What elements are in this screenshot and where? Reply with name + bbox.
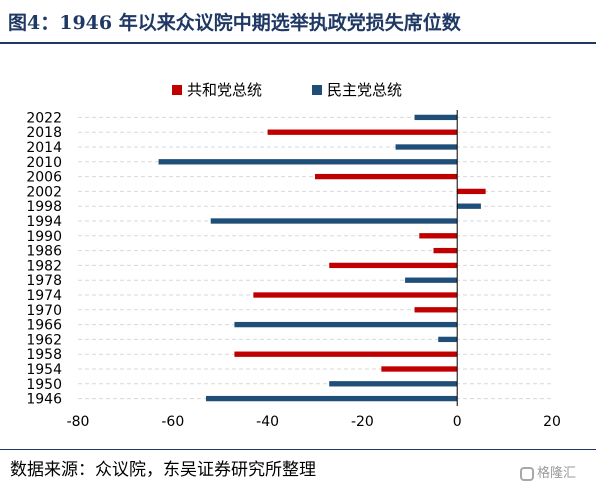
source-divider — [0, 449, 596, 450]
bar-2014 — [395, 144, 458, 150]
source-note: 数据来源：众议院，东吴证券研究所整理 — [10, 460, 316, 480]
figure-title: 图4：1946 年以来众议院中期选举执政党损失席位数 — [8, 12, 461, 34]
x-tick-label: -60 — [161, 414, 184, 430]
y-tick-label: 1986 — [26, 244, 62, 260]
watermark-text: 格隆汇 — [537, 466, 577, 481]
legend-label: 民主党总统 — [327, 81, 402, 99]
y-tick-label: 1954 — [26, 362, 62, 378]
y-axis: 2022201820142010200620021998199419901986… — [26, 110, 458, 408]
bar-2002 — [457, 188, 486, 195]
y-tick-label: 2014 — [26, 140, 62, 156]
y-tick-label: 1962 — [26, 332, 62, 348]
chart-bars — [158, 114, 486, 402]
bar-1990 — [419, 233, 458, 239]
bar-1962 — [438, 336, 458, 343]
bar-1982 — [329, 262, 458, 269]
bar-1970 — [414, 307, 458, 313]
bar-1958 — [234, 351, 458, 357]
y-tick-label: 1982 — [26, 258, 62, 274]
watermark: 格隆汇 — [520, 462, 592, 484]
bar-1978 — [405, 277, 458, 283]
y-tick-label: 1958 — [26, 347, 62, 363]
bar-2018 — [267, 129, 458, 135]
bar-chart: 共和党总统 民主党总统 20222018201420102006200219981… — [26, 81, 561, 430]
x-axis: -80 -60 -40 -20 0 20 — [67, 414, 561, 430]
y-tick-label: 1946 — [26, 392, 62, 408]
bar-1966 — [234, 321, 458, 328]
x-tick-label: 20 — [543, 414, 561, 430]
chart-grid — [78, 116, 552, 400]
bar-2022 — [414, 114, 458, 121]
x-tick-label: -20 — [351, 414, 374, 430]
bar-1986 — [433, 247, 458, 254]
y-tick-label: 1998 — [26, 199, 62, 215]
y-tick-label: 1990 — [26, 229, 62, 245]
bar-2006 — [315, 173, 458, 180]
y-tick-label: 2006 — [26, 170, 62, 186]
y-tick-label: 2010 — [26, 155, 62, 171]
bar-1946 — [205, 395, 458, 402]
bar-1954 — [381, 366, 458, 372]
y-tick-label: 1966 — [26, 318, 62, 334]
legend-label: 共和党总统 — [187, 81, 262, 99]
bar-1950 — [329, 381, 458, 387]
y-tick-label: 1994 — [26, 214, 62, 230]
legend-swatch — [312, 85, 322, 95]
y-tick-label: 2022 — [26, 110, 62, 126]
legend-swatch — [172, 85, 182, 95]
chart-legend: 共和党总统 民主党总统 — [172, 81, 402, 99]
y-tick-label: 1978 — [26, 273, 62, 289]
bar-2010 — [158, 159, 458, 165]
bar-1998 — [457, 203, 481, 209]
bar-1994 — [210, 218, 458, 224]
y-tick-label: 1970 — [26, 303, 62, 319]
x-tick-label: 0 — [453, 414, 462, 430]
y-tick-label: 1950 — [26, 377, 62, 393]
y-tick-label: 2018 — [26, 125, 62, 141]
bar-1974 — [253, 292, 458, 298]
x-tick-label: -40 — [256, 414, 279, 430]
title-divider — [0, 42, 596, 44]
y-tick-label: 2002 — [26, 184, 62, 200]
y-tick-label: 1974 — [26, 288, 62, 304]
x-tick-label: -80 — [67, 414, 90, 430]
watermark-logo-icon — [520, 466, 534, 481]
